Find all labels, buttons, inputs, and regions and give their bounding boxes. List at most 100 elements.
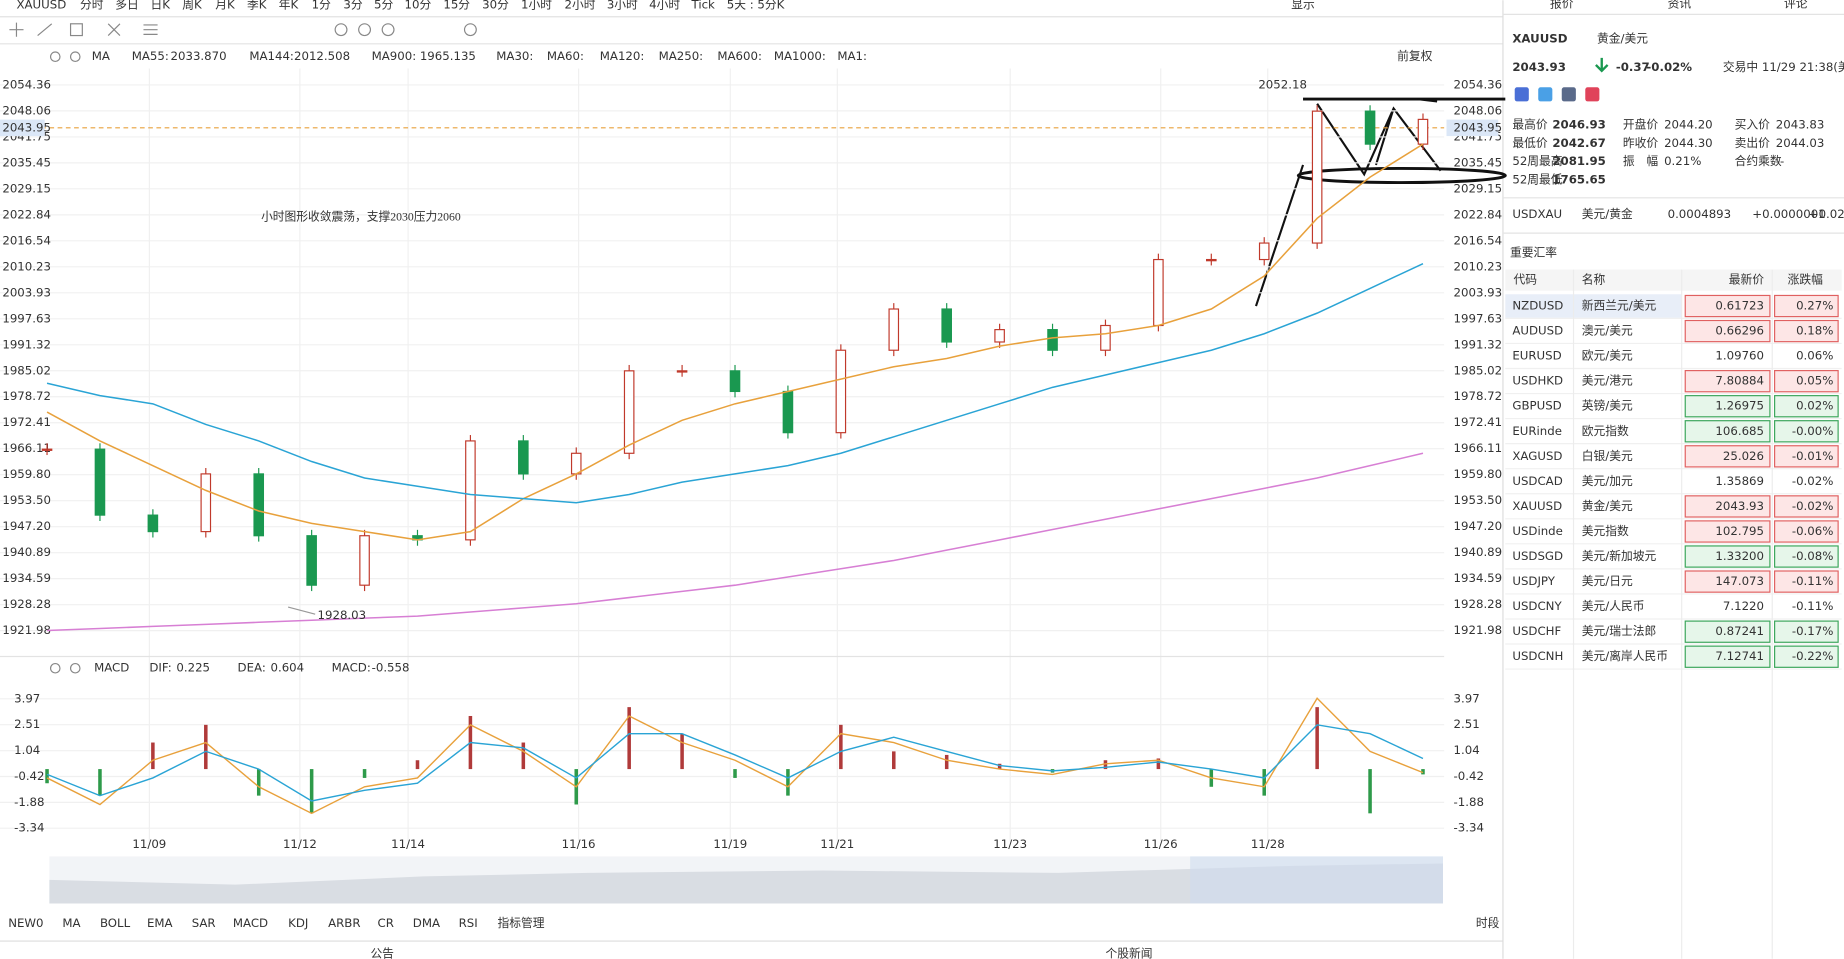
adjust-button[interactable]: 前复权 <box>1397 49 1432 63</box>
icon[interactable] <box>1538 87 1553 102</box>
period-tab[interactable]: 1分 <box>312 0 331 11</box>
period-tab[interactable]: 多日 <box>115 0 139 11</box>
legend-inactive: MA1000: <box>774 49 826 63</box>
rate-name[interactable]: 黄金/美元 <box>1582 499 1633 513</box>
period-tab[interactable]: 15分 <box>443 0 470 11</box>
period-tab[interactable]: 3小时 <box>607 0 638 11</box>
channel-tool[interactable] <box>143 24 158 35</box>
drawing-tools[interactable] <box>9 22 477 37</box>
rate-name[interactable]: 欧元/美元 <box>1582 349 1633 363</box>
crosshair-tool[interactable] <box>9 22 24 37</box>
panel-tab[interactable]: 报价 <box>1550 0 1574 10</box>
indicator-tab[interactable]: 指标管理 <box>497 916 544 930</box>
rate-code[interactable]: USDCHF <box>1512 624 1561 638</box>
rate-name[interactable]: 澳元/美元 <box>1582 324 1633 338</box>
period-tab[interactable]: 月K <box>215 0 235 11</box>
period-tab[interactable]: 3分 <box>343 0 362 11</box>
flash-box <box>1684 545 1771 568</box>
favorite[interactable] <box>1585 87 1600 102</box>
dea-line <box>46 724 1424 802</box>
indicator-tab[interactable]: DMA <box>413 916 440 930</box>
rate-code[interactable]: AUDUSD <box>1512 324 1563 338</box>
rate-pct: 0.06% <box>1796 349 1833 363</box>
indicator-tab[interactable]: SAR <box>192 916 216 930</box>
indicator-tab[interactable]: BOLL <box>100 916 131 930</box>
indicator-tab[interactable]: NEW0 <box>8 916 43 930</box>
rate-code[interactable]: GBPUSD <box>1512 399 1561 413</box>
indicator-tab[interactable]: EMA <box>147 916 173 930</box>
legend-name: DIF: <box>149 661 171 675</box>
period-tab[interactable]: 30分 <box>482 0 509 11</box>
tool[interactable] <box>381 23 395 37</box>
rate-code[interactable]: USDSGD <box>1512 549 1563 563</box>
rate-code[interactable]: USDJPY <box>1512 574 1555 588</box>
period-tab[interactable]: 周K <box>182 0 202 11</box>
settings[interactable] <box>463 23 477 37</box>
rate-code[interactable]: USDinde <box>1512 524 1563 538</box>
rate-name[interactable]: 美元/离岸人民币 <box>1582 649 1668 663</box>
display-menu[interactable]: 显示 <box>1291 0 1315 11</box>
icon[interactable] <box>1561 87 1576 102</box>
tool[interactable] <box>334 23 348 37</box>
range-select[interactable]: 5天 : 5分K <box>727 0 785 11</box>
rate-code[interactable]: EURUSD <box>1512 349 1561 363</box>
footer-tab[interactable]: 公告 <box>370 947 394 959</box>
rate-name[interactable]: 美元/新加坡元 <box>1582 549 1657 563</box>
rate-price: 102.795 <box>1715 524 1764 538</box>
period-tab[interactable]: 1小时 <box>521 0 552 11</box>
support-ellipse <box>1296 166 1507 185</box>
period-tab[interactable]: Tick <box>691 0 716 11</box>
rate-name[interactable]: 美元/日元 <box>1582 574 1633 588</box>
rate-name[interactable]: 美元/瑞士法郎 <box>1582 624 1656 638</box>
period-tab[interactable]: 日K <box>151 0 171 11</box>
rate-name[interactable]: 美元/港元 <box>1582 374 1633 388</box>
rate-name[interactable]: 美元/加元 <box>1582 474 1633 488</box>
period-tab[interactable]: 年K <box>279 0 299 11</box>
rate-code[interactable]: NZDUSD <box>1512 299 1563 313</box>
rate-name[interactable]: 美元/人民币 <box>1582 599 1645 613</box>
rate-name[interactable]: 英镑/美元 <box>1582 399 1633 413</box>
candle <box>41 448 53 451</box>
period-tab[interactable]: 季K <box>247 0 267 11</box>
shape-tool[interactable] <box>69 23 83 37</box>
rate-code[interactable]: XAGUSD <box>1512 449 1562 463</box>
rate-code[interactable]: XAUUSD <box>1512 499 1562 513</box>
rate-name[interactable]: 白银/美元 <box>1582 449 1633 463</box>
navigator-window[interactable] <box>1190 856 1443 904</box>
close-icon[interactable] <box>69 662 81 674</box>
settings-icon[interactable] <box>49 662 61 674</box>
footer-tab[interactable]: 个股新闻 <box>1105 947 1152 959</box>
line-tool[interactable] <box>37 23 53 37</box>
rate-code[interactable]: EURinde <box>1512 424 1562 438</box>
y-tick-label: 2010.23 <box>2 259 51 273</box>
flash-box <box>1774 545 1839 568</box>
indicator-tab[interactable]: MA <box>62 916 80 930</box>
rate-name[interactable]: 欧元指数 <box>1582 424 1629 438</box>
tool[interactable] <box>358 23 372 37</box>
indicator-tab[interactable]: RSI <box>459 916 478 930</box>
icon[interactable] <box>1514 87 1529 102</box>
period-tab[interactable]: 4小时 <box>649 0 680 11</box>
rate-code[interactable]: USDHKD <box>1512 374 1563 388</box>
rate-name[interactable]: 新西兰元/美元 <box>1582 299 1657 313</box>
period-tab[interactable]: 2小时 <box>564 0 595 11</box>
indicator-tab[interactable]: MACD <box>233 916 268 930</box>
indicator-tab[interactable]: CR <box>378 916 394 930</box>
period-tab[interactable]: 分时 <box>80 0 104 11</box>
period-tab[interactable]: 10分 <box>405 0 432 11</box>
panel-tab[interactable]: 资讯 <box>1668 0 1692 10</box>
indicator-tab[interactable]: ARBR <box>328 916 360 930</box>
close-icon[interactable] <box>69 51 81 63</box>
session-button[interactable]: 时段 <box>1476 916 1500 930</box>
flash-box <box>1684 495 1771 518</box>
wave-arrows <box>1254 98 1442 307</box>
rate-name[interactable]: 美元指数 <box>1582 524 1629 538</box>
period-tab[interactable]: 5分 <box>374 0 393 11</box>
panel-tab[interactable]: 评论 <box>1784 0 1808 10</box>
rate-code[interactable]: USDCNH <box>1512 649 1563 663</box>
rate-code[interactable]: USDCNY <box>1512 599 1562 613</box>
indicator-tab[interactable]: KDJ <box>288 916 308 930</box>
fib-tool[interactable] <box>107 23 121 36</box>
rate-code[interactable]: USDCAD <box>1512 474 1562 488</box>
settings-icon[interactable] <box>49 51 61 63</box>
